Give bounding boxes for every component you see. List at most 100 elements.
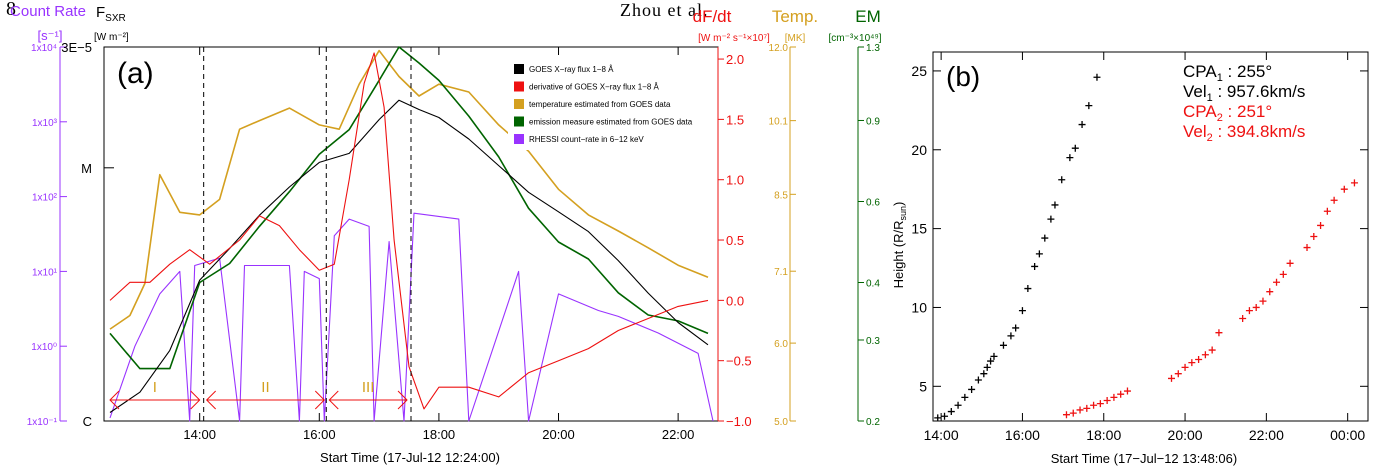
- legend-swatch: [514, 134, 524, 144]
- height-point: [1110, 393, 1118, 401]
- em-tick-label: 0.4: [866, 279, 880, 290]
- height-point: [961, 393, 969, 401]
- height-point: [1215, 329, 1223, 337]
- height-point: [1083, 404, 1091, 412]
- y-tick-label: 20: [911, 142, 927, 158]
- height-point: [1069, 409, 1077, 417]
- height-point: [1058, 176, 1066, 184]
- x-tick-label: 18:00: [423, 427, 456, 442]
- height-point: [1245, 307, 1253, 315]
- height-point: [1123, 387, 1131, 395]
- x-tick-label: 20:00: [542, 427, 575, 442]
- height-point: [1076, 406, 1084, 414]
- height-point: [1317, 221, 1325, 229]
- count-rate-tick-label: 1x10⁻¹: [27, 417, 58, 428]
- height-point: [1117, 390, 1125, 398]
- phase-arrow-head-right: [190, 390, 201, 410]
- fsxr-axis-title: FSXR: [96, 4, 126, 24]
- legend: GOES X−ray flux 1−8 Å derivative of GOES …: [508, 57, 716, 150]
- rhessi-count-line: [109, 212, 714, 422]
- phase-arrow-head-left: [109, 390, 120, 410]
- temp-tick-label: 10.1: [769, 117, 789, 128]
- height-point: [947, 408, 955, 416]
- y-tick-label: 15: [911, 221, 927, 237]
- height-point: [1239, 315, 1247, 322]
- em-axis-title: EM: [855, 7, 881, 26]
- height-point: [1066, 154, 1074, 162]
- height-point: [1201, 351, 1209, 359]
- fsxr-tick-label: M: [81, 161, 92, 176]
- height-point: [1031, 262, 1039, 270]
- height-point: [990, 352, 998, 360]
- height-point: [934, 414, 942, 422]
- height-point: [987, 357, 995, 365]
- height-point: [1310, 233, 1318, 240]
- height-point: [1024, 285, 1032, 293]
- y-tick-label: 10: [911, 299, 927, 315]
- phase-label: III: [362, 379, 375, 396]
- temp-tick-label: 8.5: [774, 190, 788, 201]
- height-point: [1018, 307, 1026, 315]
- x-tick-label: 20:00: [1168, 427, 1203, 443]
- y-tick-label: 25: [911, 63, 927, 79]
- fsxr-tick-label: 3E−5: [61, 40, 92, 55]
- count-rate-tick-label: 1x10⁴: [31, 43, 57, 54]
- speed-annotation: Vel2 : 394.8km/s: [1183, 122, 1305, 144]
- goes-derivative-line: [109, 52, 709, 410]
- height-point: [1188, 359, 1196, 367]
- goes-flux-line: [109, 99, 709, 413]
- height-point: [1168, 374, 1175, 382]
- height-point: [1286, 259, 1294, 267]
- count-rate-tick-label: 1x10¹: [32, 267, 58, 278]
- height-point: [980, 370, 988, 378]
- legend-label: derivative of GOES X−ray flux 1−8 Å: [529, 83, 660, 92]
- count-rate-tick-label: 1x10²: [32, 193, 58, 204]
- height-point: [1208, 346, 1216, 354]
- height-point: [1279, 270, 1287, 278]
- page-number: 8: [6, 0, 16, 20]
- height-point: [1093, 73, 1101, 81]
- x-tick-label: 16:00: [303, 427, 336, 442]
- y-tick-label: 5: [919, 378, 927, 394]
- height-point: [1266, 288, 1274, 296]
- panel-a-label: (a): [117, 57, 154, 90]
- count-rate-axis-unit: [s⁻¹]: [38, 28, 63, 43]
- height-point: [1303, 244, 1311, 252]
- fsxr-tick-label: C: [83, 414, 92, 429]
- height-point: [1096, 400, 1104, 408]
- legend-label: GOES X−ray flux 1−8 Å: [529, 65, 614, 74]
- dfdt-tick-label: 0.0: [726, 293, 744, 308]
- phase-arrow-head-right: [314, 390, 325, 410]
- em-tick-label: 1.3: [866, 43, 880, 54]
- speed-annotation: CPA2 : 251°: [1183, 102, 1272, 124]
- dfdt-axis-unit: [W m⁻² s⁻¹×10⁷]: [698, 33, 770, 44]
- dfdt-tick-label: 1.5: [726, 112, 744, 127]
- height-point: [1051, 201, 1059, 209]
- panel-b-frame: [932, 51, 1369, 422]
- legend-label: temperature estimated from GOES data: [529, 100, 671, 109]
- speed-annotation: CPA1 : 255°: [1183, 62, 1272, 84]
- height-point: [1062, 411, 1070, 419]
- height-point: [1047, 215, 1055, 223]
- temp-tick-label: 5.0: [774, 417, 788, 428]
- height-point: [941, 412, 949, 420]
- temp-tick-label: 12.0: [769, 43, 789, 54]
- dfdt-tick-label: −1.0: [726, 414, 752, 429]
- count-rate-tick-label: 1x10⁰: [31, 342, 57, 353]
- height-point: [1181, 363, 1189, 371]
- x-tick-label: 22:00: [1249, 427, 1284, 443]
- em-tick-label: 0.9: [866, 116, 880, 127]
- legend-label: RHESSI count−rate in 6−12 keV: [529, 135, 644, 144]
- panel-b-plot: 14:00 16:00 18:00 20:00 22:00 00:00 5 10 15 20 25 C…: [911, 51, 1369, 443]
- legend-swatch: [514, 99, 524, 109]
- height-point: [1041, 234, 1049, 242]
- x-tick-label: 22:00: [662, 427, 695, 442]
- legend-box: [508, 57, 716, 150]
- height-point: [974, 376, 982, 384]
- em-axis-unit: [cm⁻³×10⁴⁹]: [828, 33, 881, 44]
- emission-measure-line: [109, 46, 709, 370]
- height-point: [1012, 324, 1020, 332]
- count-rate-axis-title: Count Rate: [10, 3, 86, 20]
- height-point: [1085, 102, 1093, 110]
- height-point: [1195, 356, 1203, 363]
